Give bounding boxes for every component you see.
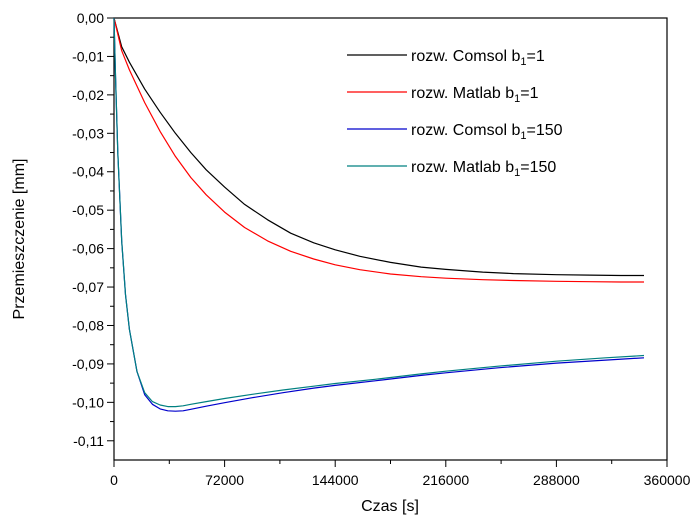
legend-label: rozw. Matlab b1=1 bbox=[411, 85, 539, 105]
y-tick-label: 0,00 bbox=[77, 10, 104, 26]
x-tick-label: 144000 bbox=[312, 472, 359, 488]
legend: rozw. Comsol b1=1 rozw. Matlab b1=1 rozw. … bbox=[347, 48, 563, 179]
series-line-4 bbox=[113, 17, 645, 408]
x-tick-label: 0 bbox=[110, 472, 118, 488]
legend-label: rozw. Comsol b1=1 bbox=[411, 48, 545, 68]
x-axis: 0 72000 144000 216000 288000 360000 bbox=[110, 460, 691, 488]
x-tick-label: 72000 bbox=[205, 472, 244, 488]
x-tick-label: 288000 bbox=[533, 472, 580, 488]
legend-label: rozw. Comsol b1=150 bbox=[411, 122, 563, 142]
series-line-1 bbox=[113, 17, 644, 277]
series-lines bbox=[113, 17, 645, 412]
x-axis-label: Czas [s] bbox=[361, 498, 419, 515]
y-tick-label: -0,07 bbox=[72, 279, 104, 295]
y-tick-label: -0,04 bbox=[72, 164, 104, 180]
legend-label: rozw. Matlab b1=150 bbox=[411, 159, 556, 179]
y-tick-label: -0,08 bbox=[72, 317, 104, 333]
y-tick-label: -0,05 bbox=[72, 202, 104, 218]
y-tick-label: -0,11 bbox=[73, 433, 104, 449]
y-tick-label: -0,02 bbox=[72, 87, 104, 103]
y-tick-label: -0,10 bbox=[72, 394, 104, 410]
y-tick-label: -0,03 bbox=[72, 125, 104, 141]
plot-frame bbox=[113, 17, 668, 461]
y-tick-label: -0,09 bbox=[72, 356, 104, 372]
y-tick-label: -0,06 bbox=[72, 241, 104, 257]
series-line-3 bbox=[113, 17, 645, 412]
y-axis-label: Przemieszczenie [mm] bbox=[11, 159, 28, 320]
x-tick-label: 216000 bbox=[422, 472, 469, 488]
series-line-2 bbox=[113, 17, 644, 283]
y-tick-label: -0,01 bbox=[72, 48, 104, 64]
y-axis: 0,00 -0,01 -0,02 -0,03 -0,04 -0,05 -0,06 -0,07 -… bbox=[72, 10, 114, 449]
x-tick-label: 360000 bbox=[644, 472, 691, 488]
